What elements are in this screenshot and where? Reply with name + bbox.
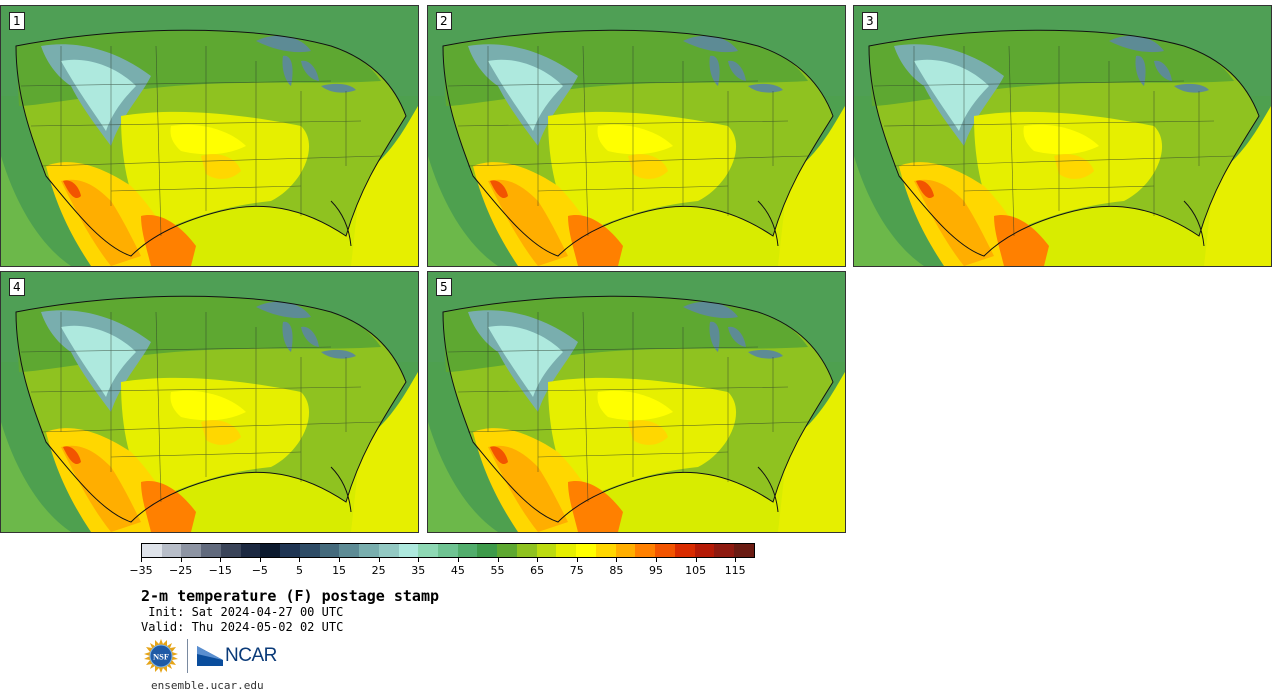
ncar-wordmark: NCAR xyxy=(225,645,277,666)
colorbar-segment xyxy=(694,544,715,557)
ensemble-member-map-2[interactable]: 2 xyxy=(427,5,846,267)
colorbar-tick-label: 5 xyxy=(295,564,303,577)
colorbar-segment xyxy=(378,544,399,557)
colorbar-segment xyxy=(714,544,735,557)
colorbar-tick-label: 105 xyxy=(685,564,707,577)
colorbar-tick xyxy=(259,558,261,562)
colorbar-tick xyxy=(576,558,578,562)
member-number-label: 1 xyxy=(9,12,25,30)
colorbar-tick-label: −5 xyxy=(251,564,268,577)
colorbar-segment xyxy=(457,544,478,557)
colorbar-segment xyxy=(319,544,340,557)
colorbar-tick xyxy=(299,558,301,562)
colorbar-segment xyxy=(260,544,281,557)
colorbar-tick xyxy=(180,558,182,562)
colorbar-tick xyxy=(616,558,618,562)
colorbar-segment xyxy=(438,544,458,557)
colorbar-tick-label: 65 xyxy=(530,564,545,577)
colorbar-segment xyxy=(674,544,695,557)
colorbar-segment xyxy=(556,544,577,557)
site-url[interactable]: ensemble.ucar.edu xyxy=(151,679,264,692)
colorbar-segment xyxy=(576,544,596,557)
member-number-label: 2 xyxy=(436,12,452,30)
colorbar-ticks: −35 −25 −15 −5 5 15 25 35 45 55 65 75 85 95 105 115 xyxy=(129,558,755,578)
colorbar-tick-label: −15 xyxy=(208,564,232,577)
colorbar-tick xyxy=(735,558,737,562)
colorbar-tick-label: 45 xyxy=(450,564,465,577)
member-number-label: 4 xyxy=(9,278,25,296)
ncar-mark-icon xyxy=(197,646,223,666)
colorbar-segment xyxy=(615,544,636,557)
colorbar-tick-label: 35 xyxy=(411,564,426,577)
colorbar-tick xyxy=(378,558,380,562)
temperature-map xyxy=(428,272,845,532)
colorbar-tick-label: 95 xyxy=(648,564,663,577)
colorbar-tick xyxy=(457,558,459,562)
temperature-map xyxy=(1,272,418,532)
colorbar-segment xyxy=(339,544,360,557)
colorbar-segment xyxy=(635,544,656,557)
colorbar-tick-label: 55 xyxy=(490,564,505,577)
colorbar-tick xyxy=(655,558,657,562)
temperature-map xyxy=(854,6,1271,266)
ensemble-member-map-5[interactable]: 5 xyxy=(427,271,846,533)
valid-time: Valid: Thu 2024-05-02 02 UTC xyxy=(141,620,344,634)
nsf-logo-icon[interactable]: NSF xyxy=(144,639,178,673)
colorbar-tick xyxy=(141,558,142,562)
temperature-colorbar xyxy=(141,543,755,558)
colorbar-segment xyxy=(142,544,162,557)
svg-text:NSF: NSF xyxy=(153,652,169,662)
colorbar-segment xyxy=(536,544,557,557)
colorbar-segment xyxy=(497,544,517,557)
colorbar-tick-label: 115 xyxy=(724,564,746,577)
chart-title: 2-m temperature (F) postage stamp xyxy=(141,587,440,605)
colorbar-segment xyxy=(418,544,439,557)
colorbar-segment xyxy=(398,544,419,557)
colorbar-tick xyxy=(497,558,499,562)
colorbar-tick xyxy=(418,558,420,562)
colorbar-segment xyxy=(220,544,241,557)
logo-divider xyxy=(187,639,188,673)
member-number-label: 5 xyxy=(436,278,452,296)
colorbar-segment xyxy=(280,544,300,557)
colorbar-tick-label: 25 xyxy=(371,564,386,577)
colorbar-segment xyxy=(359,544,379,557)
sponsor-logos: NSF NCAR xyxy=(144,638,277,674)
member-number-label: 3 xyxy=(862,12,878,30)
colorbar-segment xyxy=(595,544,616,557)
colorbar-segment xyxy=(181,544,202,557)
colorbar-tick-label: 75 xyxy=(569,564,584,577)
ncar-logo[interactable]: NCAR xyxy=(197,645,277,667)
colorbar-tick xyxy=(695,558,697,562)
temperature-map xyxy=(1,6,418,266)
colorbar-tick-label: −25 xyxy=(169,564,193,577)
colorbar-tick-label: 85 xyxy=(609,564,624,577)
ensemble-member-map-4[interactable]: 4 xyxy=(0,271,419,533)
colorbar-segment xyxy=(734,544,754,557)
colorbar-segment xyxy=(201,544,221,557)
colorbar-segment xyxy=(655,544,675,557)
colorbar-tick xyxy=(220,558,222,562)
colorbar-tick-label: −35 xyxy=(129,564,153,577)
ensemble-member-map-3[interactable]: 3 xyxy=(853,5,1272,267)
colorbar-segment xyxy=(299,544,320,557)
temperature-map xyxy=(428,6,845,266)
colorbar-tick xyxy=(339,558,341,562)
colorbar-segment xyxy=(516,544,537,557)
colorbar-tick xyxy=(537,558,539,562)
ensemble-member-map-1[interactable]: 1 xyxy=(0,5,419,267)
colorbar-segment xyxy=(161,544,182,557)
colorbar-segment xyxy=(477,544,498,557)
colorbar-segment xyxy=(240,544,261,557)
colorbar-tick-label: 15 xyxy=(332,564,347,577)
init-time: Init: Sat 2024-04-27 00 UTC xyxy=(141,605,344,619)
